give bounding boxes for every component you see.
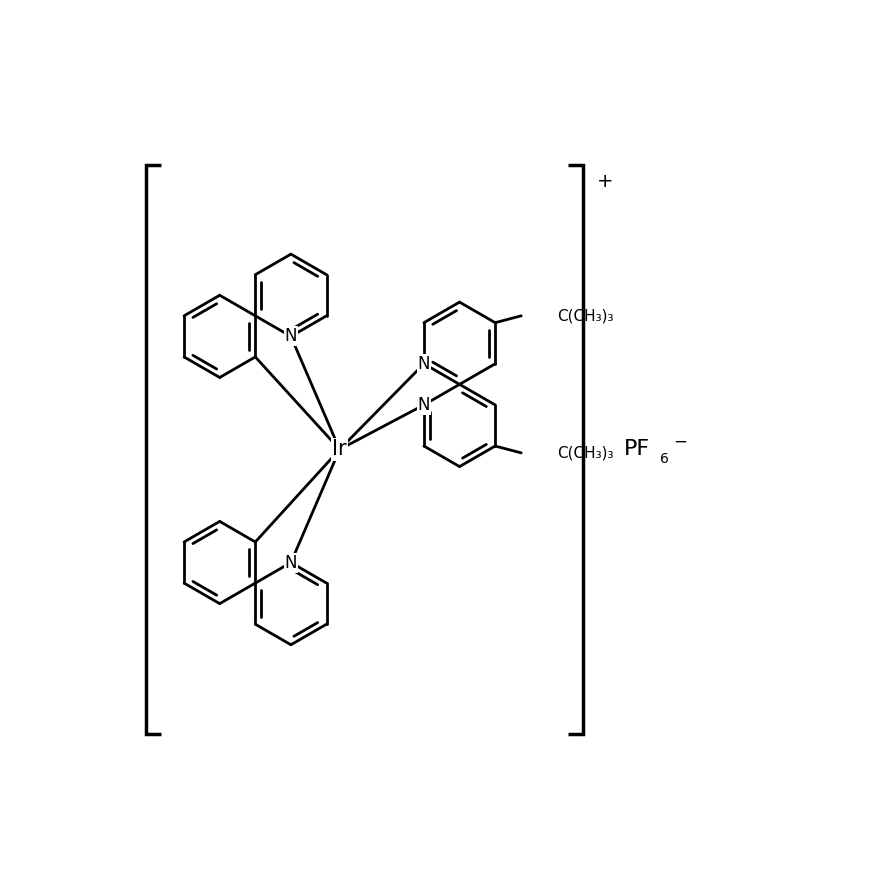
Text: C(CH₃)₃: C(CH₃)₃ bbox=[557, 445, 613, 460]
Text: N: N bbox=[417, 396, 430, 414]
Text: Ir: Ir bbox=[332, 440, 347, 459]
Text: +: + bbox=[596, 172, 613, 190]
Text: −: − bbox=[674, 433, 687, 450]
Text: N: N bbox=[285, 554, 297, 571]
Text: 6: 6 bbox=[659, 452, 668, 466]
Text: C(CH₃)₃: C(CH₃)₃ bbox=[557, 308, 613, 323]
Text: N: N bbox=[417, 355, 430, 373]
Text: PF: PF bbox=[624, 440, 651, 459]
Text: N: N bbox=[285, 328, 297, 345]
